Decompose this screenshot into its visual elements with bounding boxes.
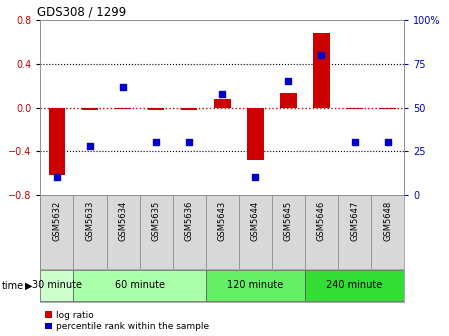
Point [285,79,292,84]
Point [153,140,160,145]
Text: 60 minute: 60 minute [114,280,165,290]
Bar [40,195,74,269]
Bar [338,195,371,269]
Text: GSM5648: GSM5648 [383,201,392,241]
Bar [173,195,206,269]
Bar [371,195,404,269]
Bar [140,195,173,269]
Bar [305,270,404,301]
Bar [106,195,140,269]
Bar [346,108,363,109]
Bar [280,93,297,108]
Text: GSM5643: GSM5643 [218,201,227,241]
Bar [305,195,338,269]
Text: GSM5646: GSM5646 [317,201,326,241]
Text: GSM5635: GSM5635 [152,201,161,241]
Text: GSM5647: GSM5647 [350,201,359,241]
Legend: log ratio, percentile rank within the sample: log ratio, percentile rank within the sa… [45,311,209,332]
Bar [74,270,206,301]
Bar [239,195,272,269]
Bar [48,108,65,175]
Text: GDS308 / 1299: GDS308 / 1299 [37,6,126,19]
Point [86,143,93,149]
Text: time: time [2,281,24,291]
Bar [115,108,131,109]
Bar [148,108,164,110]
Point [384,140,391,145]
Bar [214,99,230,108]
Bar [74,195,106,269]
Text: 30 minute: 30 minute [32,280,82,290]
Text: 120 minute: 120 minute [227,280,283,290]
Text: GSM5634: GSM5634 [119,201,128,241]
Text: GSM5636: GSM5636 [185,201,194,241]
Bar [206,195,239,269]
Point [219,91,226,96]
Text: 240 minute: 240 minute [326,280,383,290]
Point [252,175,259,180]
Point [119,84,127,89]
Text: ▶: ▶ [25,281,32,291]
Bar [313,33,330,108]
Bar [379,108,396,109]
Bar [206,270,305,301]
Bar [272,195,305,269]
Point [318,52,325,58]
Point [185,140,193,145]
Bar [181,108,198,110]
Bar [40,270,74,301]
Text: GSM5644: GSM5644 [251,201,260,241]
Point [351,140,358,145]
Text: GSM5633: GSM5633 [85,201,94,241]
Text: GSM5645: GSM5645 [284,201,293,241]
Bar [247,108,264,160]
Bar [82,108,98,110]
Text: GSM5632: GSM5632 [53,201,62,241]
Point [53,175,61,180]
